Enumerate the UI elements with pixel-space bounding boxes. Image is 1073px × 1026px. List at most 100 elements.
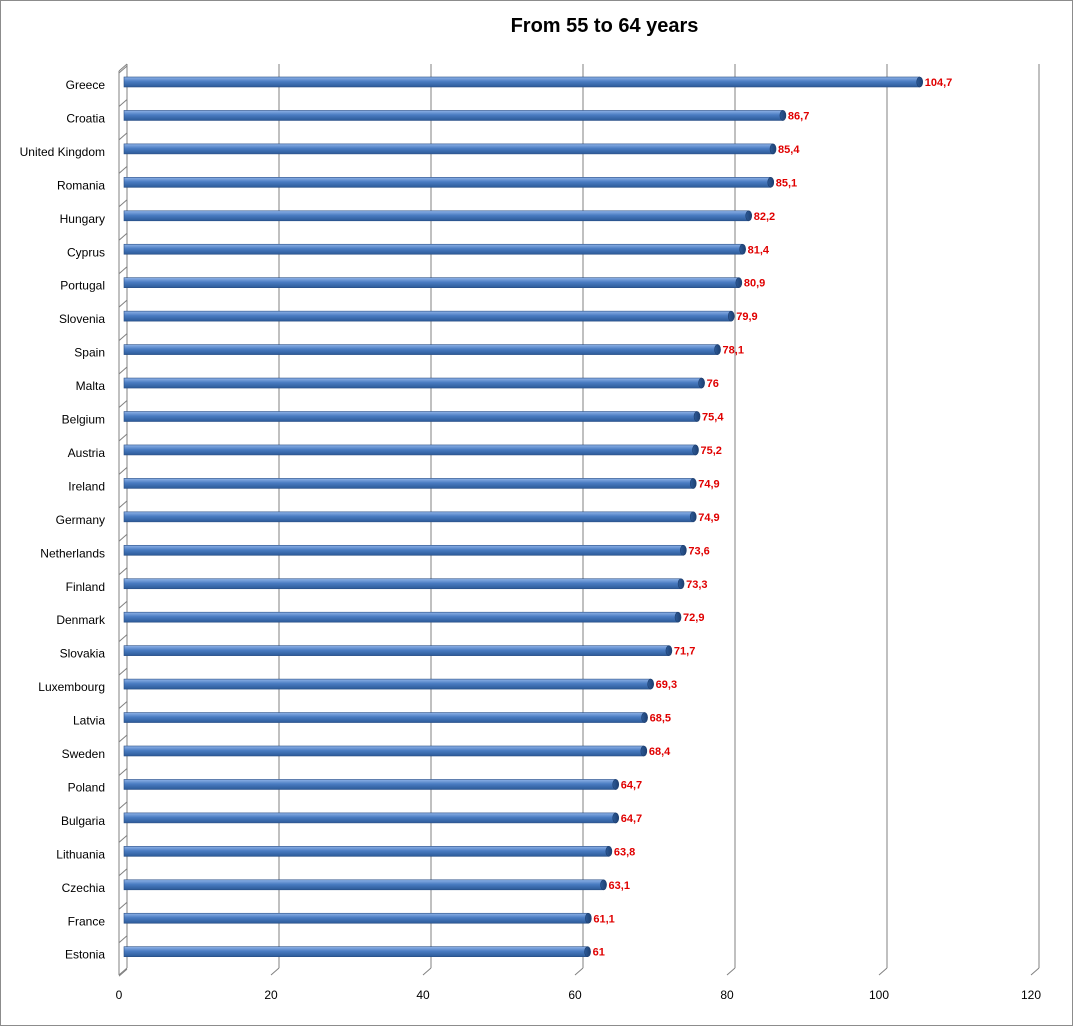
bar bbox=[123, 411, 698, 422]
category-label: Estonia bbox=[65, 948, 105, 962]
data-label: 74,9 bbox=[698, 478, 719, 490]
bar bbox=[123, 210, 750, 222]
category-label: Lithuania bbox=[56, 847, 105, 861]
bar bbox=[123, 712, 645, 723]
y-tick bbox=[118, 333, 128, 341]
x-tick-label: 80 bbox=[720, 988, 734, 1002]
data-label: 69,3 bbox=[656, 679, 677, 691]
y-tick bbox=[118, 99, 128, 107]
bar-end bbox=[714, 344, 721, 355]
bar-end bbox=[689, 478, 697, 489]
axis-tick bbox=[422, 967, 432, 976]
category-label: Hungary bbox=[60, 212, 105, 226]
bar bbox=[123, 678, 651, 690]
bar-end bbox=[680, 544, 687, 556]
y-tick bbox=[118, 266, 128, 275]
bar-end bbox=[692, 444, 699, 456]
bar-end bbox=[612, 812, 620, 824]
y-tick bbox=[118, 701, 128, 709]
y-tick bbox=[118, 132, 128, 141]
data-label: 85,4 bbox=[778, 144, 800, 156]
bar-end bbox=[689, 511, 697, 523]
bar bbox=[123, 377, 702, 389]
bar-end bbox=[605, 846, 613, 857]
y-tick bbox=[118, 533, 128, 542]
category-label: Croatia bbox=[66, 111, 105, 125]
bar bbox=[123, 745, 645, 757]
data-label: 61 bbox=[593, 947, 605, 959]
category-label: Slovakia bbox=[60, 647, 106, 661]
bar bbox=[123, 511, 694, 523]
y-tick bbox=[118, 868, 128, 877]
y-tick bbox=[118, 467, 128, 475]
bar bbox=[123, 846, 610, 857]
category-label: United Kingdom bbox=[20, 145, 105, 159]
bar-end bbox=[585, 912, 592, 924]
bar-end bbox=[640, 745, 648, 757]
y-tick bbox=[118, 165, 128, 174]
data-label: 68,5 bbox=[650, 713, 671, 725]
bar-end bbox=[693, 411, 701, 422]
category-label: Luxembourg bbox=[38, 680, 105, 694]
bar-end bbox=[916, 76, 924, 88]
data-label: 61,1 bbox=[593, 913, 614, 925]
y-axis-top bbox=[118, 63, 128, 72]
x-tick-label: 100 bbox=[869, 988, 889, 1002]
bar-end bbox=[665, 645, 673, 656]
category-label: Denmark bbox=[56, 613, 106, 627]
bar bbox=[123, 177, 772, 188]
x-tick-label: 60 bbox=[568, 988, 582, 1002]
category-label: Cyprus bbox=[67, 245, 105, 259]
bar-end bbox=[612, 779, 620, 790]
bar-end bbox=[745, 210, 753, 222]
chart-title: From 55 to 64 years bbox=[510, 15, 699, 37]
data-label: 71,7 bbox=[674, 646, 695, 658]
data-label: 72,9 bbox=[683, 612, 704, 624]
labels: 0 20 40 60 80 100 120 Greece 104,7 Croatia 86,7 Uni… bbox=[20, 77, 1042, 1002]
bar-end bbox=[727, 310, 735, 322]
axis-tick bbox=[270, 967, 280, 976]
y-tick bbox=[118, 600, 128, 609]
y-tick bbox=[118, 366, 128, 375]
bar bbox=[123, 879, 604, 891]
data-label: 78,1 bbox=[723, 345, 744, 357]
category-label: Portugal bbox=[60, 279, 105, 293]
bar-end bbox=[600, 879, 607, 891]
bar bbox=[123, 76, 921, 88]
x-tick-label: 120 bbox=[1021, 988, 1041, 1002]
bar bbox=[123, 779, 617, 790]
data-label: 86,7 bbox=[788, 110, 809, 122]
data-label: 85,1 bbox=[776, 177, 797, 189]
category-label: Romania bbox=[57, 178, 105, 192]
category-label: Finland bbox=[66, 580, 105, 594]
bar bbox=[123, 243, 743, 255]
data-label: 104,7 bbox=[925, 77, 953, 89]
axis-tick bbox=[574, 967, 584, 976]
bar bbox=[123, 143, 774, 155]
bar bbox=[123, 645, 670, 656]
bar bbox=[123, 544, 684, 556]
data-label: 63,8 bbox=[614, 846, 635, 858]
y-tick bbox=[118, 567, 128, 576]
y-tick bbox=[118, 801, 128, 810]
y-tick bbox=[118, 299, 128, 308]
y-tick bbox=[118, 433, 128, 442]
y-tick bbox=[118, 734, 128, 743]
data-label: 81,4 bbox=[748, 244, 770, 256]
axis-tick bbox=[878, 967, 888, 976]
bar bbox=[123, 344, 718, 355]
x-tick-label: 20 bbox=[264, 988, 278, 1002]
data-label: 75,2 bbox=[701, 445, 722, 457]
category-label: Latvia bbox=[73, 714, 105, 728]
data-label: 74,9 bbox=[698, 512, 719, 524]
data-label: 68,4 bbox=[649, 746, 671, 758]
category-label: Spain bbox=[74, 346, 105, 360]
bar bbox=[123, 812, 617, 824]
bar-end bbox=[698, 377, 705, 389]
data-label: 73,6 bbox=[688, 545, 709, 557]
data-label: 76 bbox=[707, 378, 719, 390]
bar bbox=[123, 444, 696, 456]
y-tick bbox=[118, 232, 128, 241]
bar bbox=[123, 478, 694, 489]
